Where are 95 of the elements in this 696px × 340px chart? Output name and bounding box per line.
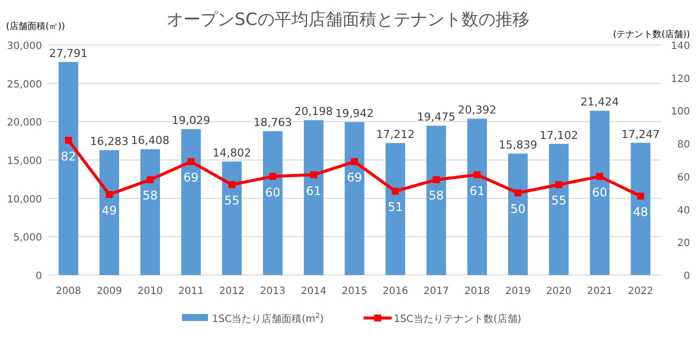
bar bbox=[140, 149, 160, 275]
data-label: 21,424 bbox=[580, 96, 619, 109]
data-label: 61 bbox=[469, 184, 485, 198]
bar bbox=[99, 150, 120, 275]
y2-axis-title: (テナント数(店舗)) bbox=[612, 29, 690, 40]
bar bbox=[508, 154, 528, 275]
data-label: 20,392 bbox=[458, 104, 496, 117]
bar bbox=[549, 144, 569, 275]
x-tick-label: 2008 bbox=[56, 286, 82, 297]
data-label: 82 bbox=[60, 149, 76, 164]
x-tick-label: 2015 bbox=[342, 286, 368, 297]
data-label: 17,102 bbox=[540, 128, 578, 142]
x-tick-label: 2020 bbox=[546, 286, 572, 297]
bar bbox=[58, 62, 78, 275]
bar bbox=[467, 118, 487, 275]
y2-tick-label: 20 bbox=[677, 238, 690, 250]
data-label: 19,942 bbox=[335, 107, 374, 120]
x-tick-label: 2022 bbox=[628, 286, 654, 297]
legend-label: 1SC当たり店舗面積(m$^{2}$) bbox=[212, 312, 324, 325]
x-tick-label: 2009 bbox=[96, 286, 122, 297]
data-label: 17,212 bbox=[376, 128, 415, 142]
data-label: 49 bbox=[102, 204, 117, 218]
data-label: 55 bbox=[551, 194, 566, 208]
chart-title: オープンSCの平均店舗面積とテナント数の推移 bbox=[166, 10, 530, 30]
bar bbox=[304, 120, 324, 275]
y2-tick-label: 60 bbox=[677, 172, 690, 184]
x-tick-label: 2016 bbox=[382, 286, 408, 297]
point bbox=[188, 158, 195, 166]
y-tick-label: 10,000 bbox=[7, 194, 42, 206]
y-tick-label: 30,000 bbox=[7, 41, 42, 52]
x-tick-label: 2017 bbox=[424, 286, 449, 297]
y2-tick-label: 80 bbox=[677, 140, 690, 151]
data-label: 60 bbox=[265, 185, 280, 200]
x-tick-label: 2021 bbox=[586, 286, 612, 297]
point bbox=[351, 158, 358, 166]
point bbox=[596, 172, 604, 180]
y-tick-label: 5,000 bbox=[13, 232, 42, 244]
data-label: 16,408 bbox=[130, 134, 170, 148]
data-label: 14,802 bbox=[212, 146, 252, 160]
legend-label: 1SC当たりテナント数(店舗) bbox=[394, 313, 522, 325]
point bbox=[310, 171, 318, 178]
point bbox=[637, 192, 644, 200]
y2-tick-label: 120 bbox=[670, 74, 690, 85]
y-tick-label: 0 bbox=[36, 271, 42, 282]
bar bbox=[181, 129, 201, 275]
x-tick-label: 2013 bbox=[260, 286, 286, 297]
data-label: 58 bbox=[142, 188, 158, 203]
point bbox=[228, 181, 236, 188]
data-label: 60 bbox=[592, 185, 608, 200]
y2-tick-label: 100 bbox=[670, 106, 690, 118]
bar bbox=[590, 110, 610, 275]
x-tick-label: 2012 bbox=[219, 286, 245, 297]
data-label: 51 bbox=[388, 200, 404, 214]
x-tick-label: 2011 bbox=[178, 286, 204, 297]
bar bbox=[386, 143, 406, 275]
y-axis-title: (店舗面積(㎡)) bbox=[6, 21, 66, 32]
data-label: 18,763 bbox=[254, 116, 292, 130]
data-label: 20,198 bbox=[294, 105, 333, 118]
data-label: 15,839 bbox=[498, 138, 538, 152]
x-tick-label: 2019 bbox=[505, 286, 531, 297]
x-tick-label: 2010 bbox=[137, 286, 163, 297]
data-label: 61 bbox=[306, 184, 322, 198]
data-label: 58 bbox=[428, 188, 444, 203]
data-label: 69 bbox=[183, 170, 199, 185]
data-label: 48 bbox=[632, 205, 648, 220]
data-label: 55 bbox=[224, 194, 240, 208]
y2-tick-label: 40 bbox=[677, 205, 690, 216]
point bbox=[106, 191, 113, 198]
bar bbox=[344, 122, 364, 275]
bar bbox=[262, 131, 283, 275]
bar bbox=[630, 142, 650, 275]
y2-tick-label: 0 bbox=[684, 271, 690, 282]
y2-tick-label: 140 bbox=[670, 41, 690, 52]
data-label: 19,029 bbox=[172, 114, 210, 128]
point bbox=[392, 188, 399, 195]
data-label: 19,475 bbox=[416, 110, 456, 124]
y-tick-label: 15,000 bbox=[7, 156, 42, 167]
bar bbox=[426, 126, 446, 275]
point bbox=[64, 136, 72, 144]
data-label: 69 bbox=[346, 170, 362, 185]
data-label: 17,247 bbox=[621, 128, 660, 141]
y-tick-label: 25,000 bbox=[7, 79, 42, 90]
bar bbox=[222, 162, 242, 275]
x-tick-label: 2014 bbox=[300, 286, 326, 297]
point bbox=[514, 189, 522, 196]
data-label: 16,283 bbox=[90, 135, 129, 148]
point bbox=[555, 181, 562, 188]
y-tick-label: 20,000 bbox=[7, 118, 42, 129]
point bbox=[432, 176, 440, 184]
point bbox=[474, 171, 481, 178]
point bbox=[146, 176, 154, 184]
point bbox=[269, 172, 276, 180]
x-tick-label: 2018 bbox=[464, 286, 490, 297]
data-label: 50 bbox=[510, 202, 526, 216]
data-label: 27,791 bbox=[49, 46, 88, 60]
